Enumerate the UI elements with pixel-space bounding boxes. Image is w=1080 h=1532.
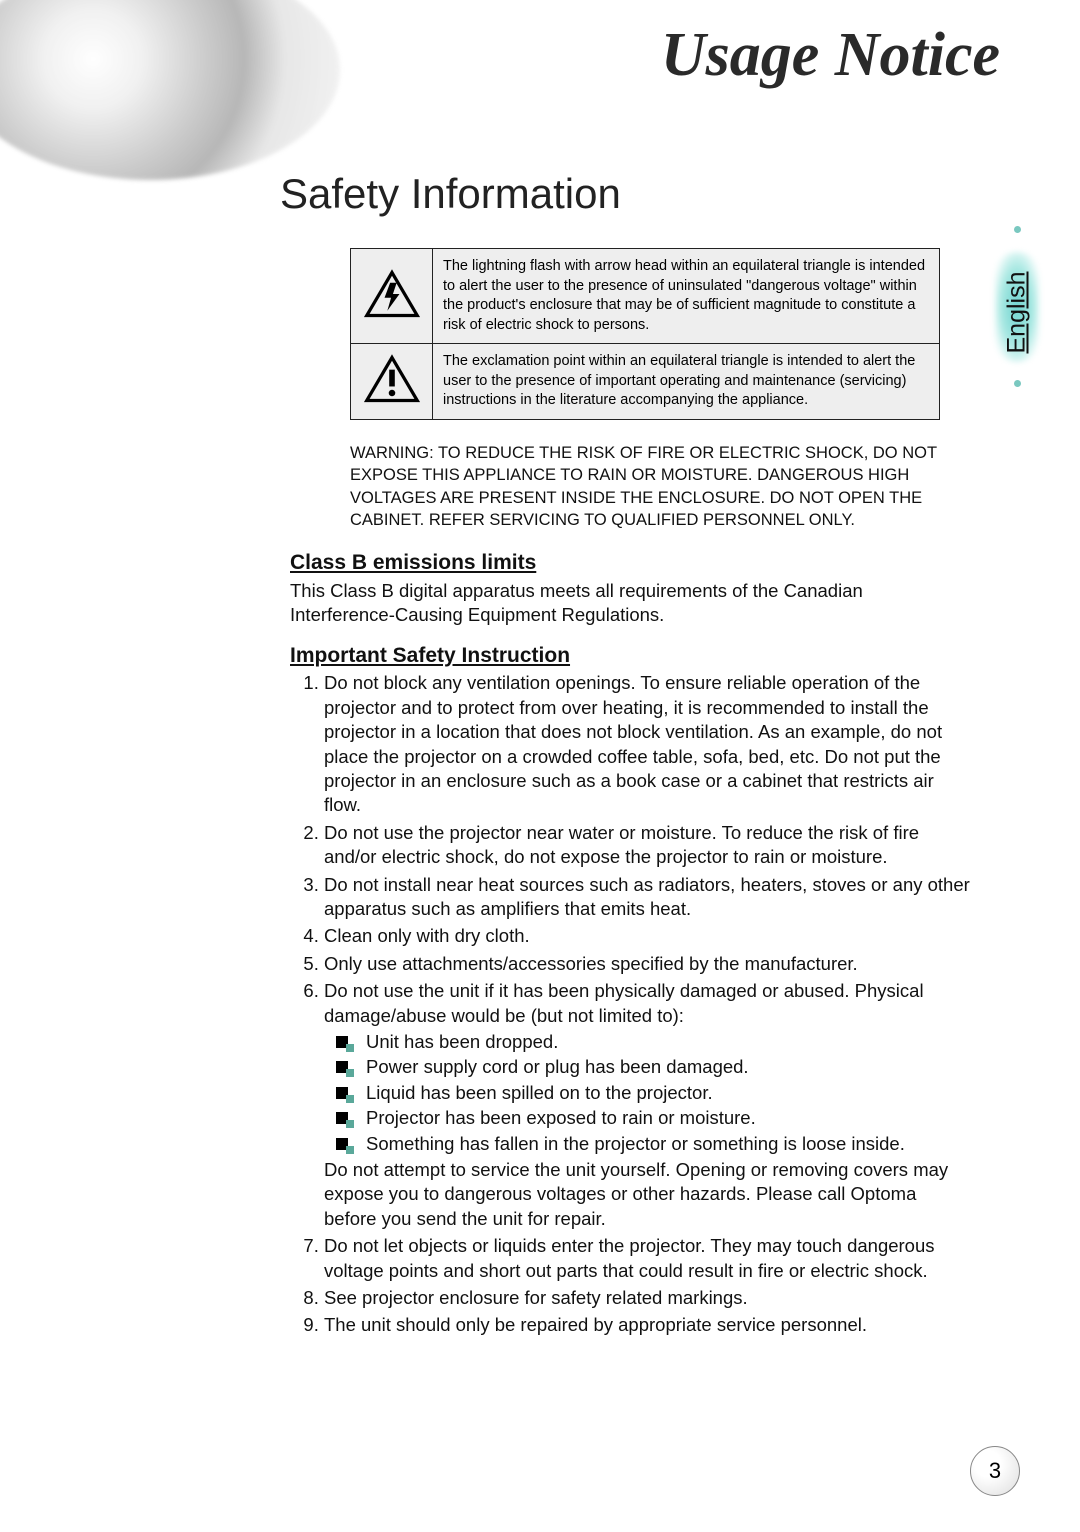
lightning-icon-cell	[351, 249, 433, 344]
lightning-triangle-icon	[364, 306, 420, 323]
exclamation-icon-cell	[351, 344, 433, 420]
dot-icon	[1014, 226, 1021, 233]
section-title: Safety Information	[280, 170, 621, 218]
list-item: Do not install near heat sources such as…	[324, 873, 970, 922]
warning-row: The lightning flash with arrow head with…	[351, 249, 940, 344]
list-item: The unit should only be repaired by appr…	[324, 1313, 970, 1337]
warning-table: The lightning flash with arrow head with…	[350, 248, 940, 420]
sub-item: Something has fallen in the projector or…	[336, 1132, 970, 1156]
list-item: Do not let objects or liquids enter the …	[324, 1234, 970, 1283]
sub-item: Liquid has been spilled on to the projec…	[336, 1081, 970, 1105]
page-number: 3	[970, 1446, 1020, 1496]
list-item: Do not use the projector near water or m…	[324, 821, 970, 870]
list-item: Do not use the unit if it has been physi…	[324, 979, 970, 1231]
safety-heading: Important Safety Instruction	[290, 642, 970, 670]
exclamation-triangle-icon	[364, 391, 420, 408]
dot-icon	[1014, 380, 1021, 387]
safety-list: Do not block any ventilation openings. T…	[324, 671, 970, 1338]
class-b-heading: Class B emissions limits	[290, 549, 970, 577]
language-tab: English	[994, 230, 1040, 390]
list-item: Clean only with dry cloth.	[324, 924, 970, 948]
class-b-text: This Class B digital apparatus meets all…	[290, 579, 970, 628]
list-item-text: Do not use the unit if it has been physi…	[324, 980, 924, 1025]
sub-bullet-list: Unit has been dropped. Power supply cord…	[324, 1030, 970, 1156]
language-label: English	[1003, 272, 1032, 354]
body-content: WARNING: TO REDUCE THE RISK OF FIRE OR E…	[350, 442, 970, 1341]
warning-row: The exclamation point within an equilate…	[351, 344, 940, 420]
list-item: Do not block any ventilation openings. T…	[324, 671, 970, 817]
warning-text-2: The exclamation point within an equilate…	[433, 344, 940, 420]
sub-item: Unit has been dropped.	[336, 1030, 970, 1054]
page-number-value: 3	[989, 1458, 1001, 1484]
sub-item: Projector has been exposed to rain or mo…	[336, 1106, 970, 1130]
list-item: Only use attachments/accessories specifi…	[324, 952, 970, 976]
page-header-title: Usage Notice	[661, 20, 1000, 91]
warning-caps: WARNING: TO REDUCE THE RISK OF FIRE OR E…	[350, 442, 970, 531]
lens-background	[0, 0, 340, 180]
list-item: See projector enclosure for safety relat…	[324, 1286, 970, 1310]
warning-text-1: The lightning flash with arrow head with…	[433, 249, 940, 344]
sub-item: Power supply cord or plug has been damag…	[336, 1055, 970, 1079]
item6-post: Do not attempt to service the unit yours…	[324, 1158, 970, 1231]
